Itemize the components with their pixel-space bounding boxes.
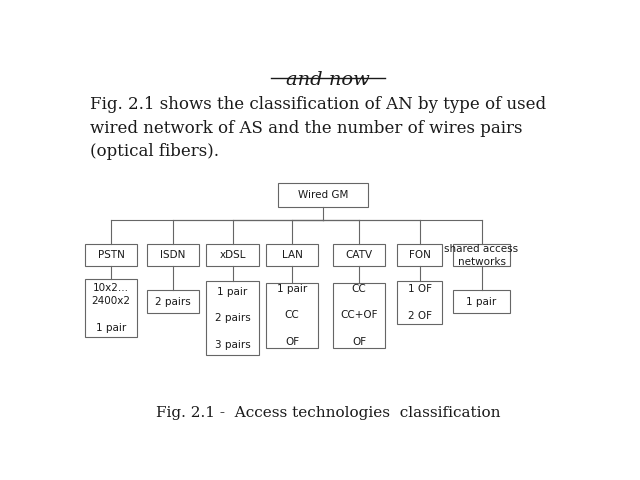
FancyBboxPatch shape <box>147 290 199 312</box>
Text: FON: FON <box>409 251 431 260</box>
Text: and now: and now <box>286 71 370 88</box>
Text: Fig. 2.1 shows the classification of AN by type of used
wired network of AS and : Fig. 2.1 shows the classification of AN … <box>90 96 546 160</box>
Text: xDSL: xDSL <box>220 251 246 260</box>
FancyBboxPatch shape <box>207 281 259 355</box>
FancyBboxPatch shape <box>453 244 510 266</box>
FancyBboxPatch shape <box>207 244 259 266</box>
FancyBboxPatch shape <box>266 244 318 266</box>
Text: 1 OF

2 OF: 1 OF 2 OF <box>408 284 432 321</box>
FancyBboxPatch shape <box>147 244 199 266</box>
Text: CATV: CATV <box>346 251 372 260</box>
Text: 2 pairs: 2 pairs <box>155 297 191 307</box>
FancyBboxPatch shape <box>397 281 442 324</box>
Text: 1 pair

2 pairs

3 pairs: 1 pair 2 pairs 3 pairs <box>214 287 250 349</box>
Text: shared access
networks: shared access networks <box>444 244 518 267</box>
FancyBboxPatch shape <box>453 290 510 312</box>
Text: 10x2...
2400x2

1 pair: 10x2... 2400x2 1 pair <box>92 283 131 333</box>
Text: PSTN: PSTN <box>97 251 124 260</box>
FancyBboxPatch shape <box>278 183 368 207</box>
Text: 1 pair

CC

OF: 1 pair CC OF <box>277 284 307 347</box>
Text: 1 pair: 1 pair <box>467 297 497 307</box>
FancyBboxPatch shape <box>333 283 385 348</box>
Text: ISDN: ISDN <box>160 251 186 260</box>
Text: LAN: LAN <box>282 251 303 260</box>
FancyBboxPatch shape <box>85 244 137 266</box>
FancyBboxPatch shape <box>85 279 137 336</box>
FancyBboxPatch shape <box>397 244 442 266</box>
Text: Fig. 2.1 -  Access technologies  classification: Fig. 2.1 - Access technologies classific… <box>156 406 500 420</box>
FancyBboxPatch shape <box>333 244 385 266</box>
FancyBboxPatch shape <box>266 283 318 348</box>
Text: Wired GM: Wired GM <box>298 190 348 200</box>
Text: CC

CC+OF

OF: CC CC+OF OF <box>340 284 378 347</box>
